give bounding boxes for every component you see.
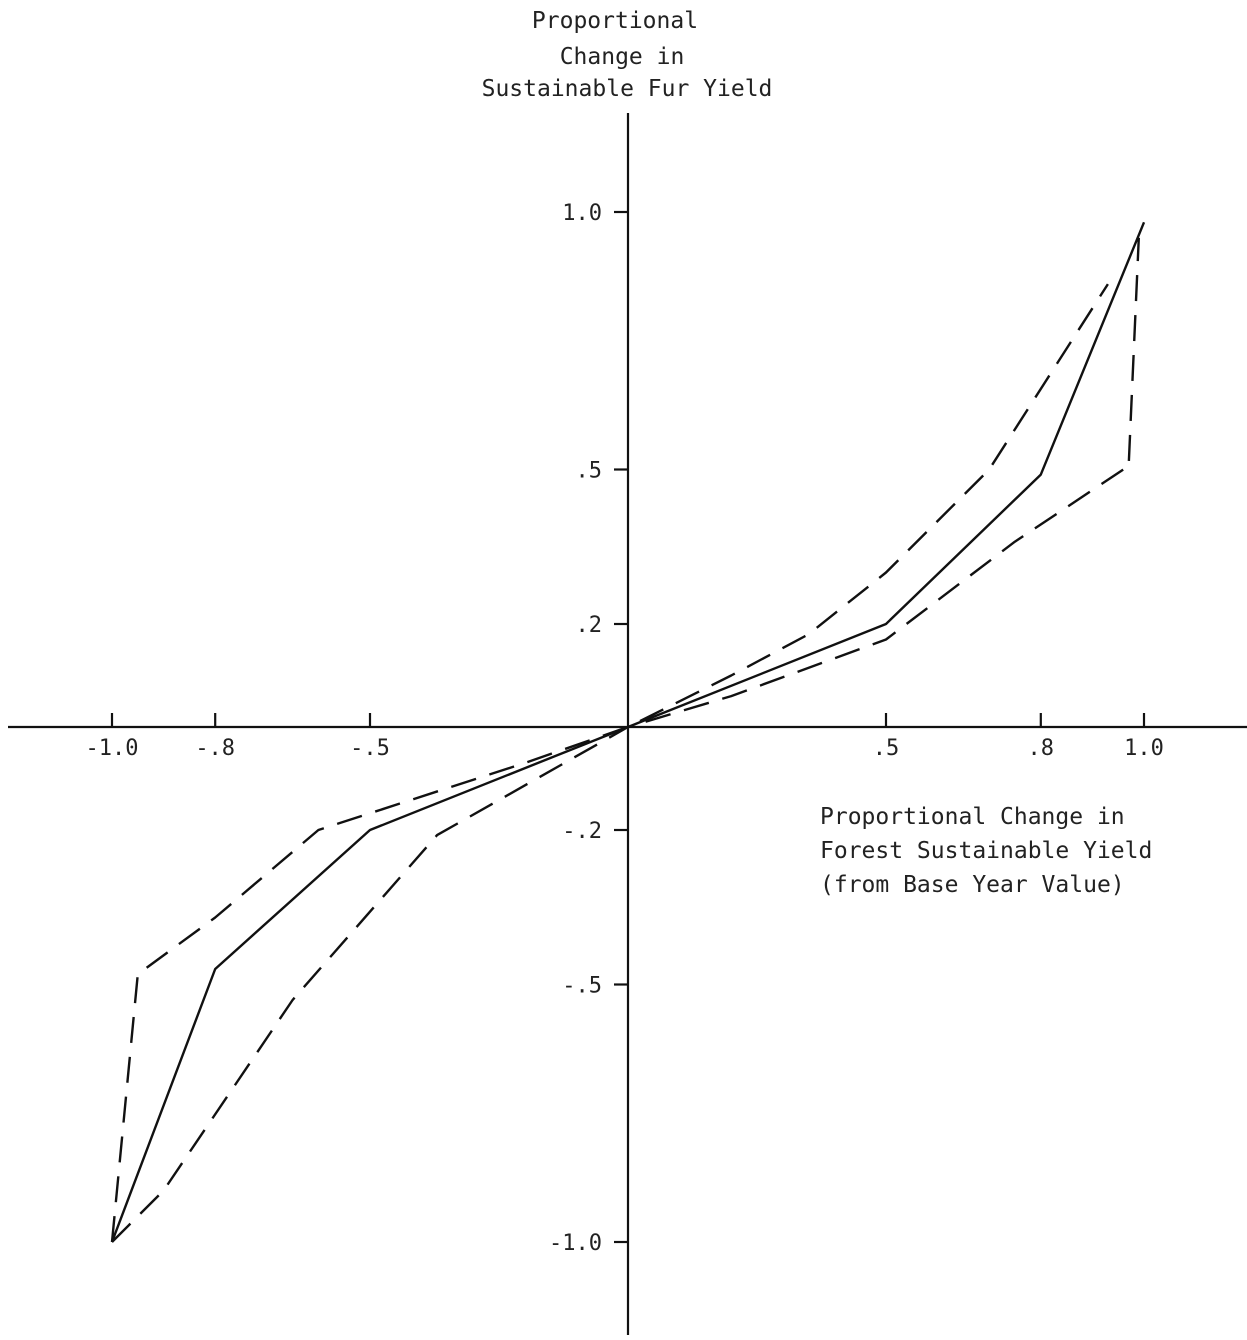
y-axis-title-line-3: Sustainable Fur Yield — [482, 76, 773, 102]
y-tick-label: 1.0 — [562, 201, 602, 226]
y-axis-title-line-2: Change in — [560, 44, 685, 70]
y-axis-title-line-1: Proportional — [532, 8, 698, 34]
y-tick-label: .5 — [576, 459, 603, 484]
x-tick-label: .8 — [1028, 736, 1055, 761]
dashed-series-line-3 — [111, 237, 1140, 1243]
x-axis-title-line-1: Proportional Change in — [820, 804, 1125, 830]
x-tick-label: -.8 — [195, 736, 235, 761]
y-tick-label: -1.0 — [549, 1231, 602, 1256]
series-layer — [110, 221, 1146, 1243]
axis-ticks: -1.0 -.8 -.5 .5 .8 1.0 1.0 .5 .2 -.2 -.5 -1.0 — [86, 201, 1164, 1256]
x-axis-title: Proportional Change in Forest Sustainabl… — [820, 804, 1152, 898]
y-tick-label: -.2 — [562, 819, 602, 844]
y-tick-label: .2 — [576, 613, 603, 638]
y-tick-label: -.5 — [562, 974, 602, 999]
y-axis-title: Proportional Change in Sustainable Fur Y… — [482, 8, 773, 102]
x-axis-title-line-2: Forest Sustainable Yield — [820, 838, 1152, 864]
x-tick-label: -1.0 — [86, 736, 139, 761]
x-tick-label: 1.0 — [1124, 736, 1164, 761]
x-axis-title-line-3: (from Base Year Value) — [820, 872, 1125, 898]
x-tick-label: -.5 — [350, 736, 390, 761]
dashed-series-line-2 — [110, 283, 1109, 1243]
x-tick-label: .5 — [873, 736, 900, 761]
